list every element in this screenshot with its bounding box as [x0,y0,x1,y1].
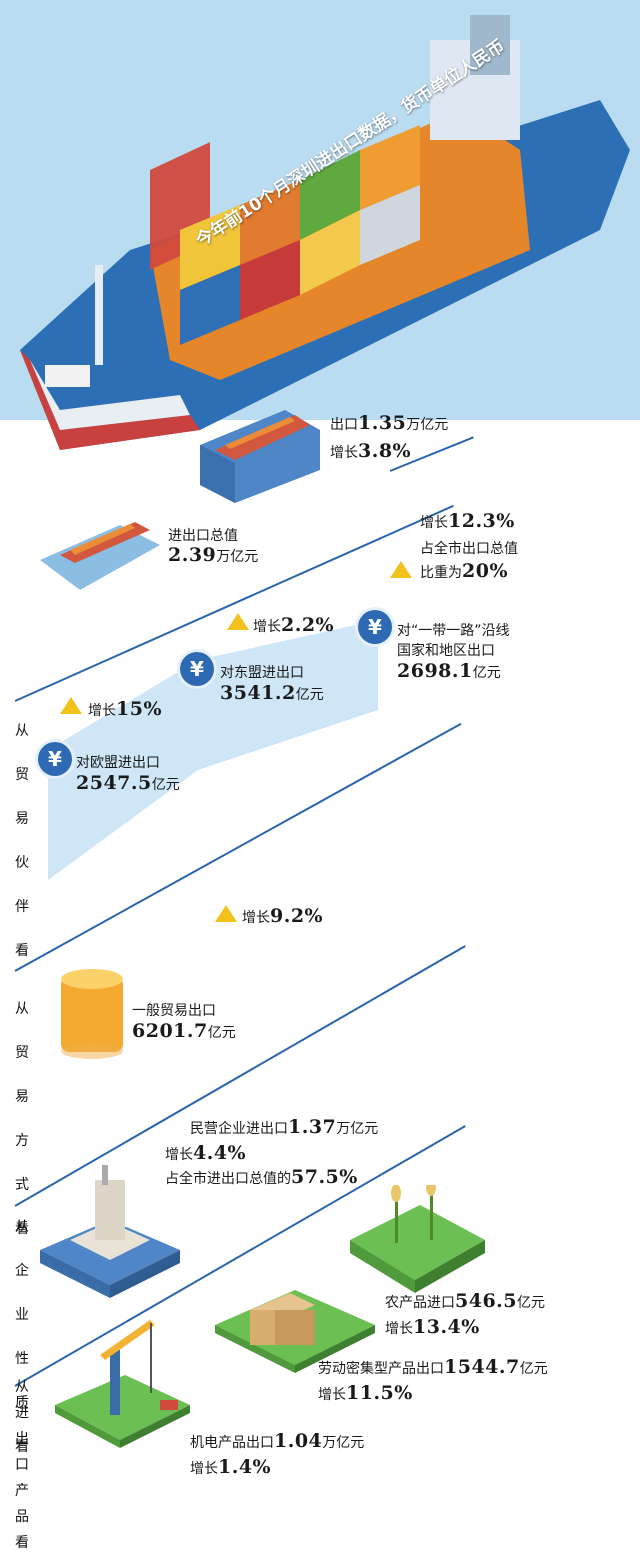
total-value: 2.39 [168,544,217,566]
building-icon [40,1165,180,1298]
private-row: 民营企业进出口1.37万亿元 [190,1118,378,1138]
belt-growth-label: 增长 [420,515,448,531]
crane-icon [55,1320,190,1448]
asean-value-row: 3541.2亿元 [220,684,324,704]
labor-value: 1544.7 [444,1356,520,1378]
mech-growth-row: 增长1.4% [190,1458,271,1478]
yuan-icon: ¥ [38,742,72,776]
export-unit: 万亿元 [406,417,449,433]
asean-value: 3541.2 [220,682,296,704]
private-share-label: 占全市进出口总值的 [165,1171,291,1187]
export-growth-label: 增长 [330,445,358,461]
belt-growth-row: 增长12.3% [420,512,515,532]
asean-growth-value: 2.2% [281,614,335,636]
labor-growth-row: 增长11.5% [318,1384,413,1404]
general-label: 一般贸易出口 [132,1003,216,1019]
private-growth-label: 增长 [165,1147,193,1163]
belt-value: 2698.1 [397,660,473,682]
export-label: 出口 [330,417,358,433]
agri-value: 546.5 [455,1290,517,1312]
private-unit: 万亿元 [336,1121,379,1137]
asean-growth-label: 增长 [253,619,281,635]
labor-row: 劳动密集型产品出口1544.7亿元 [318,1358,548,1378]
private-value: 1.37 [288,1116,337,1138]
private-share-value: 57.5% [291,1166,358,1188]
agri-label: 农产品进口 [385,1295,455,1311]
mech-label: 机电产品出口 [190,1435,274,1451]
belt-share-label1: 占全市出口总值 [420,541,518,557]
up-triangle-icon [390,561,412,578]
agri-growth-value: 13.4% [413,1316,480,1338]
private-label: 民营企业进出口 [190,1121,288,1137]
yuan-icon: ¥ [180,652,214,686]
export-value: 1.35 [358,412,407,434]
belt-share-row: 比重为20% [420,562,508,582]
total-label: 进出口总值 [168,528,238,544]
belt-label1: 对“一带一路”沿线 [397,623,510,639]
yuan-icon: ¥ [358,610,392,644]
partner-area-band [48,620,378,880]
asean-unit: 亿元 [295,687,324,703]
labor-growth-value: 11.5% [346,1382,413,1404]
asean-growth-row: 增长2.2% [253,616,334,636]
export-growth-row: 增长3.8% [330,442,411,462]
agri-row: 农产品进口546.5亿元 [385,1292,545,1312]
side-label-enterprise: 从企业性质看 [15,1219,29,1455]
up-triangle-icon [215,905,237,922]
belt-label2: 国家和地区出口 [397,643,495,659]
belt-share-value: 20% [462,560,508,582]
total-ship-icon [40,522,160,590]
side-label-mode: 从贸易方式看 [15,1001,29,1237]
gold-coins-icon [61,969,123,1059]
labor-label: 劳动密集型产品出口 [318,1361,444,1377]
belt-unit: 亿元 [472,665,501,681]
export-row: 出口1.35万亿元 [330,414,448,434]
general-growth-row: 增长9.2% [242,907,323,927]
general-unit: 亿元 [207,1025,236,1041]
belt-share-label2: 比重为 [420,565,462,581]
total-value-row: 2.39万亿元 [168,546,258,566]
side-label-product: 从进出口产品看 [15,1379,29,1551]
private-growth-row: 增长4.4% [165,1144,246,1164]
mech-value: 1.04 [274,1430,323,1452]
agri-growth-label: 增长 [385,1321,413,1337]
belt-growth-value: 12.3% [448,510,515,532]
labor-growth-label: 增长 [318,1387,346,1403]
up-triangle-icon [60,697,82,714]
general-growth-value: 9.2% [270,905,324,927]
export-growth-value: 3.8% [358,440,412,462]
asean-label: 对东盟进出口 [220,665,304,681]
eu-growth-label: 增长 [88,703,116,719]
labor-boxes-icon [215,1290,375,1373]
eu-unit: 亿元 [151,777,180,793]
eu-growth-value: 15% [116,698,162,720]
eu-growth-row: 增长15% [88,700,162,720]
agri-field-icon [350,1185,485,1293]
mech-row: 机电产品出口1.04万亿元 [190,1432,364,1452]
agri-unit: 亿元 [517,1295,545,1311]
eu-label: 对欧盟进出口 [76,755,160,771]
mech-unit: 万亿元 [322,1435,365,1451]
general-value-row: 6201.7亿元 [132,1022,236,1042]
eu-value-row: 2547.5亿元 [76,774,180,794]
container-ship-illustration [20,15,630,450]
mech-growth-label: 增长 [190,1461,218,1477]
total-unit: 万亿元 [216,549,259,565]
eu-value: 2547.5 [76,772,152,794]
belt-value-row: 2698.1亿元 [397,662,501,682]
labor-unit: 亿元 [519,1361,548,1377]
export-ship-icon [200,410,320,503]
side-label-partner: 从贸易伙伴看 [15,723,29,959]
general-value: 6201.7 [132,1020,208,1042]
private-growth-value: 4.4% [193,1142,247,1164]
general-growth-label: 增长 [242,910,270,926]
up-triangle-icon [227,613,249,630]
agri-growth-row: 增长13.4% [385,1318,480,1338]
private-share-row: 占全市进出口总值的57.5% [165,1168,358,1188]
mech-growth-value: 1.4% [218,1456,272,1478]
